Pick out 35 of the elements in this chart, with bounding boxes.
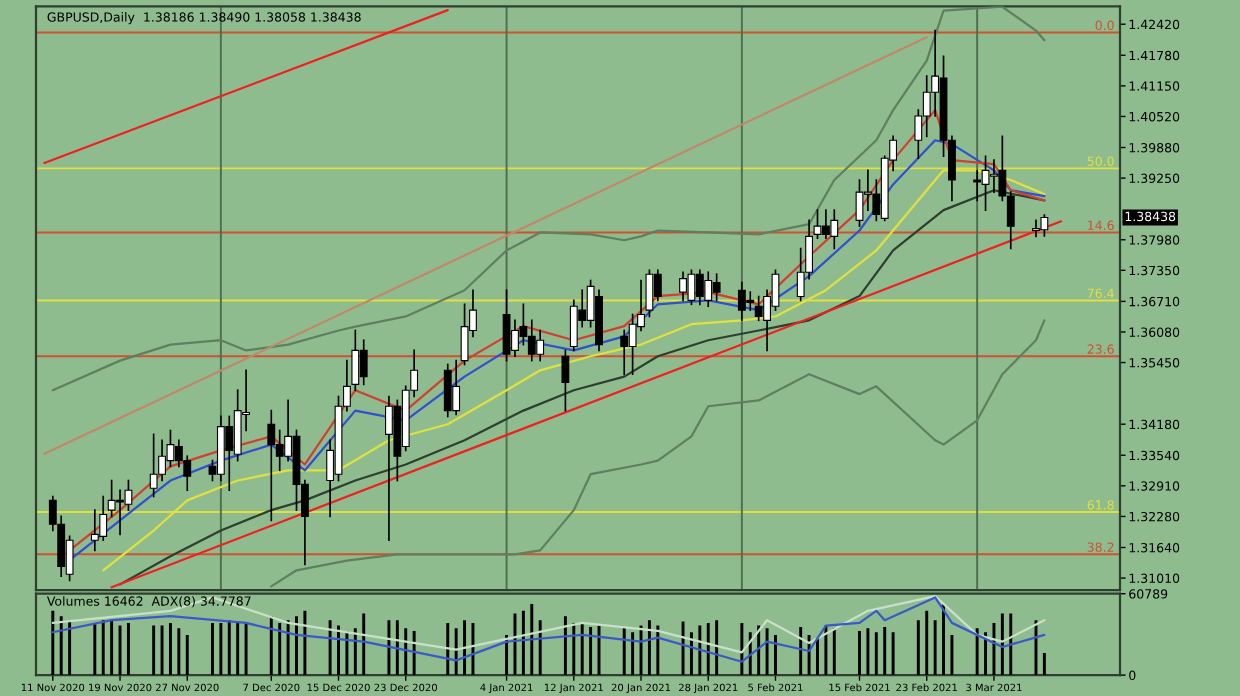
candlestick xyxy=(267,409,276,522)
candlestick xyxy=(620,329,629,376)
candlestick xyxy=(116,489,124,536)
candlestick xyxy=(527,319,536,362)
candlestick xyxy=(443,363,452,418)
candlestick xyxy=(712,273,721,302)
candlestick xyxy=(981,155,990,211)
candlestick xyxy=(737,281,746,322)
candlestick xyxy=(821,209,830,240)
candlestick xyxy=(536,329,545,362)
candlestick xyxy=(225,415,234,492)
candlestick xyxy=(746,291,755,311)
candlestick xyxy=(385,395,393,542)
candlestick xyxy=(830,209,839,250)
line-series xyxy=(51,6,1046,392)
candlestick xyxy=(149,433,158,498)
candlestick xyxy=(1032,219,1040,238)
candlestick xyxy=(158,439,166,482)
line-series xyxy=(270,319,1046,588)
candlestick xyxy=(452,359,461,416)
candlestick xyxy=(687,269,696,306)
line-series xyxy=(51,596,1046,663)
candlestick xyxy=(502,289,511,362)
candlestick xyxy=(695,269,704,306)
candlestick xyxy=(511,319,519,358)
candlestick xyxy=(1040,214,1049,237)
candlestick xyxy=(359,339,368,386)
candlestick xyxy=(754,295,763,322)
candlestick xyxy=(561,349,570,412)
candlestick xyxy=(990,159,998,194)
candlestick xyxy=(275,429,284,472)
candlestick xyxy=(973,169,982,202)
candlestick xyxy=(679,271,687,302)
line-series xyxy=(51,594,1046,654)
candlestick xyxy=(704,271,713,308)
